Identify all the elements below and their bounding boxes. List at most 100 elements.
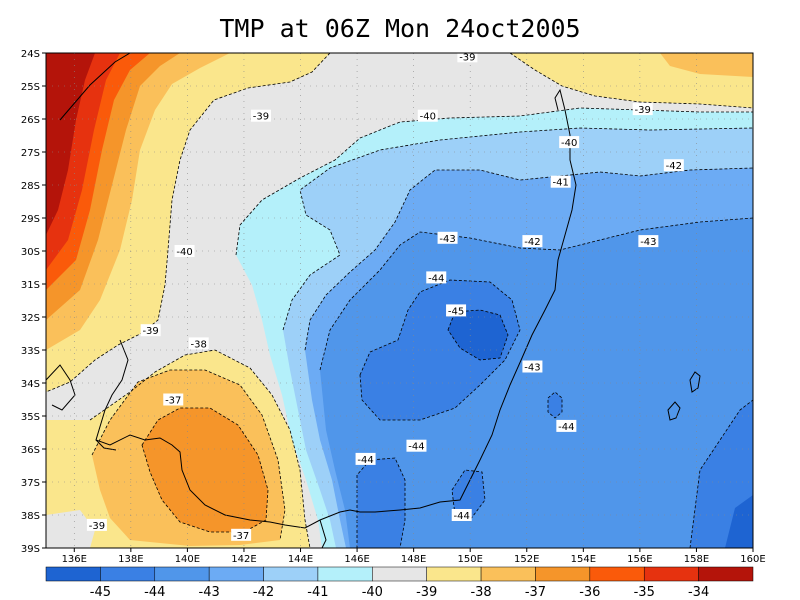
lat-tick-label: 36S: [21, 445, 40, 456]
contour-label: -43: [524, 363, 540, 374]
longitude-axis: 136E 138E 140E 142E 144E 146E 148E 150E 152E 154E…: [62, 548, 766, 565]
lat-tick-label: 37S: [21, 478, 40, 489]
lon-tick-label: 160E: [740, 554, 765, 565]
band-minus44-southeast: [452, 470, 485, 520]
contour-label: -42: [666, 161, 682, 172]
contour-label-box: [163, 393, 184, 406]
colorbar-level-label: -43: [199, 585, 220, 600]
colorbar-swatch: [698, 566, 754, 582]
contour-label: -39: [459, 52, 475, 63]
colorbar-swatch: [45, 566, 101, 582]
colorbar-level-label: -39: [416, 585, 437, 600]
contour-label-box: [231, 528, 252, 541]
contour-labels: -39 -39 -40 -39 -40 -41 -42 -43 -42 -43 -40 -44 -45 -…: [86, 52, 684, 542]
contour-label-box: [451, 509, 472, 521]
coastline: [46, 53, 701, 548]
contour-label: -40: [420, 112, 436, 123]
contour-label: -40: [176, 247, 192, 258]
contour-label-box: [174, 245, 195, 257]
colorbar-swatch: [589, 566, 645, 582]
colorbar-level-label: -36: [579, 585, 600, 600]
contour-label: -43: [439, 234, 455, 245]
lon-tick-label: 148E: [401, 554, 426, 565]
map-title: TMP at 06Z Mon 24oct2005: [219, 14, 581, 43]
contour-label-box: [550, 175, 571, 188]
colorbar-swatch: [535, 566, 591, 582]
lat-tick-label: 28S: [21, 181, 40, 192]
plot-frame: [45, 52, 754, 549]
band-minus36-south: [142, 408, 268, 532]
contour-label-box: [457, 53, 478, 63]
contour-label: -44: [454, 511, 470, 522]
band-minus33-west: [46, 53, 95, 235]
contour-label-box: [140, 324, 161, 337]
contour-label: -37: [165, 396, 181, 407]
contour-label-box: [250, 109, 271, 122]
contour-label-box: [355, 452, 376, 465]
colorbar-swatch: [643, 566, 699, 582]
contour-label-box: [188, 337, 209, 350]
lon-tick-label: 154E: [571, 554, 596, 565]
contour-label: -43: [640, 237, 656, 248]
lon-tick-label: 138E: [118, 554, 143, 565]
lat-tick-label: 26S: [21, 115, 40, 126]
lat-tick-label: 32S: [21, 313, 40, 324]
colorbar-level-label: -41: [307, 585, 328, 600]
colorbar-level-label: -37: [525, 585, 546, 600]
contour-label: -38: [191, 339, 207, 350]
lon-tick-label: 156E: [627, 554, 652, 565]
colorbar: -45 -44 -43 -42 -41 -40 -39 -38 -37 -36 -35 -34: [45, 566, 754, 600]
lon-tick-label: 142E: [231, 554, 256, 565]
lat-tick-label: 38S: [21, 511, 40, 522]
contour-label: -44: [558, 422, 574, 433]
latitude-axis: 24S 25S 26S 27S 28S 29S 30S 31S 32S 33S 34S 35S 36S 3…: [21, 49, 46, 555]
colorbar-level-label: -45: [90, 585, 111, 600]
contour-label-box: [663, 159, 684, 172]
colorbar-swatch: [317, 566, 373, 582]
contour-label-box: [632, 103, 653, 116]
colorbar-swatch: [154, 566, 210, 582]
contour-label-box: [437, 231, 458, 244]
lat-tick-label: 31S: [21, 280, 40, 291]
band-minus45-southeast-corner: [725, 495, 753, 548]
colorbar-level-label: -40: [362, 585, 383, 600]
lon-tick-label: 152E: [514, 554, 539, 565]
band-minus39-southwest: [46, 510, 95, 548]
colorbar-swatch: [426, 566, 482, 582]
band-minus37-northeast: [660, 53, 753, 77]
colorbar-level-label: -42: [253, 585, 274, 600]
contour-label: -44: [428, 273, 444, 284]
colorbar-level-label: -44: [144, 585, 165, 600]
contour-label: -37: [233, 531, 249, 542]
contour-label: -40: [561, 138, 577, 149]
contour-label-box: [426, 271, 447, 284]
colorbar-level-label: -38: [470, 585, 491, 600]
lat-tick-label: 34S: [21, 379, 40, 390]
colorbar-swatch: [208, 566, 264, 582]
lon-tick-label: 146E: [344, 554, 369, 565]
lat-tick-label: 39S: [21, 544, 40, 555]
contour-label: -44: [408, 442, 424, 453]
lon-tick-label: 140E: [175, 554, 200, 565]
band-minus44-east: [548, 392, 562, 418]
contour-label-box: [417, 109, 438, 122]
lon-tick-label: 144E: [288, 554, 313, 565]
colorbar-swatch: [263, 566, 319, 582]
lon-tick-label: 158E: [684, 554, 709, 565]
contour-label: -39: [142, 326, 158, 337]
contour-label: -44: [357, 455, 373, 466]
lon-tick-label: 150E: [457, 554, 482, 565]
contour-label-box: [522, 360, 543, 373]
contour-label: -42: [524, 237, 540, 248]
colorbar-level-label: -34: [688, 585, 709, 600]
colorbar-swatch: [372, 566, 427, 582]
lat-tick-label: 25S: [21, 82, 40, 93]
lat-tick-label: 35S: [21, 412, 40, 423]
lat-tick-label: 30S: [21, 247, 40, 258]
colorbar-level-label: -35: [634, 585, 655, 600]
contour-label-box: [446, 304, 467, 317]
contour-label: -39: [89, 521, 105, 532]
colorbar-swatch: [100, 566, 156, 582]
contour-label-box: [86, 518, 107, 531]
